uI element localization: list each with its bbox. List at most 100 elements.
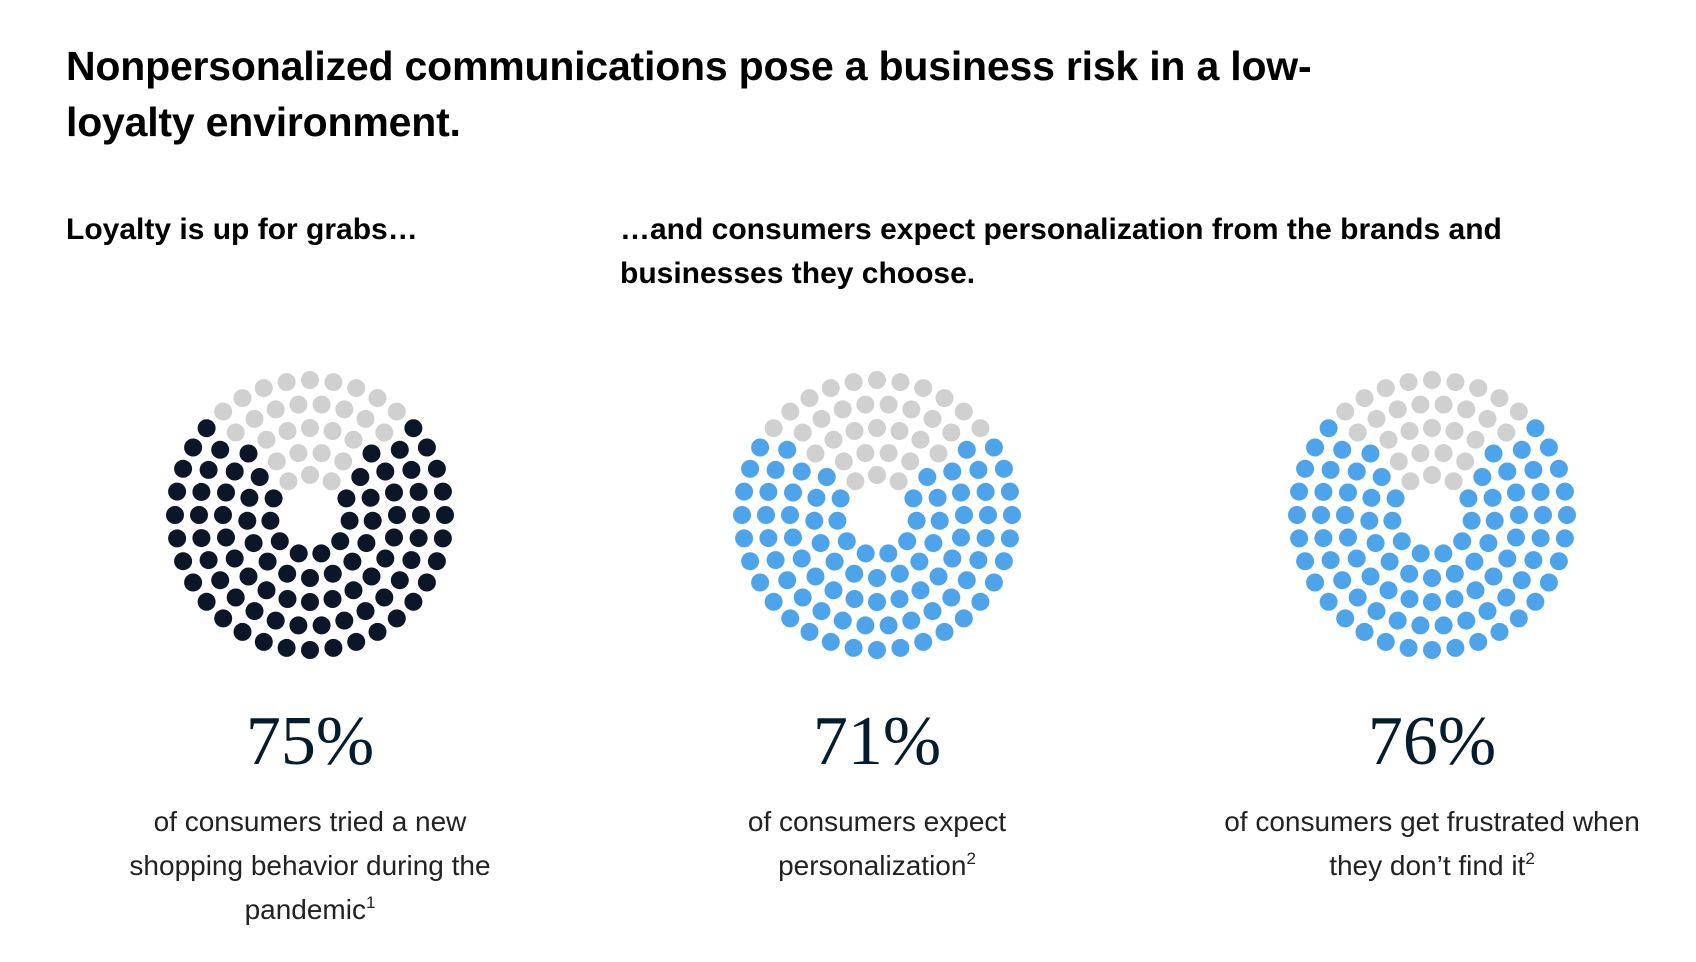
- filled-dot: [1531, 482, 1550, 501]
- filled-dot: [1347, 549, 1366, 568]
- filled-dot: [1539, 573, 1558, 592]
- filled-dot: [856, 544, 875, 563]
- empty-dot: [301, 371, 319, 389]
- filled-dot: [910, 552, 929, 571]
- filled-dot: [258, 552, 277, 571]
- filled-dot: [1445, 590, 1464, 608]
- filled-dot: [1296, 459, 1315, 478]
- filled-dot: [994, 552, 1013, 571]
- filled-dot: [301, 593, 319, 611]
- filled-dot: [357, 534, 376, 553]
- filled-dot: [1288, 506, 1306, 524]
- empty-dot: [347, 379, 366, 398]
- filled-dot: [387, 609, 406, 628]
- filled-dot: [928, 488, 947, 507]
- filled-dot: [751, 573, 770, 592]
- empty-dot: [1336, 402, 1355, 421]
- empty-dot: [323, 422, 342, 440]
- filled-dot: [1386, 489, 1405, 508]
- filled-dot: [879, 544, 898, 563]
- filled-dot: [891, 638, 910, 657]
- filled-dot: [806, 567, 825, 586]
- filled-dot: [1290, 482, 1309, 501]
- filled-dot: [957, 571, 976, 590]
- filled-dot: [324, 638, 343, 657]
- filled-dot: [979, 506, 997, 524]
- filled-dot: [984, 438, 1003, 457]
- filled-dot: [254, 632, 273, 651]
- stat-expect-personalization: 71% of consumers expect personalization2: [667, 370, 1087, 950]
- filled-dot: [376, 462, 395, 481]
- filled-dot: [879, 616, 898, 635]
- empty-dot: [214, 402, 233, 421]
- filled-dot: [952, 483, 970, 502]
- filled-dot: [1524, 551, 1543, 570]
- empty-dot: [1376, 379, 1395, 398]
- subhead-personalization: …and consumers expect personalization fr…: [620, 213, 1502, 290]
- filled-dot: [1400, 590, 1419, 608]
- filled-dot: [385, 483, 403, 502]
- empty-dot: [1446, 373, 1465, 392]
- empty-dot: [914, 379, 933, 398]
- filled-dot: [427, 459, 446, 478]
- filled-dot: [417, 573, 436, 592]
- filled-dot: [331, 532, 350, 551]
- stat-value: 75%: [245, 703, 375, 780]
- filled-dot: [942, 588, 961, 607]
- filled-dot: [363, 511, 382, 530]
- filled-dot: [837, 532, 856, 551]
- filled-dot: [1321, 551, 1340, 570]
- filled-dot: [390, 440, 409, 459]
- filled-dot: [312, 616, 331, 635]
- empty-dot: [1434, 444, 1453, 463]
- filled-dot: [1469, 632, 1488, 651]
- filled-dot: [1314, 482, 1333, 501]
- filled-dot: [1526, 592, 1545, 611]
- filled-dot: [807, 488, 826, 507]
- filled-dot: [817, 468, 836, 486]
- filled-dot: [436, 506, 454, 524]
- empty-dot: [856, 395, 875, 414]
- filled-dot: [1465, 552, 1484, 571]
- filled-dot: [433, 482, 452, 501]
- filled-dot: [184, 438, 203, 457]
- filled-dot: [214, 506, 232, 524]
- filled-dot: [1478, 602, 1497, 621]
- filled-dot: [1290, 529, 1309, 548]
- empty-dot: [1388, 400, 1407, 419]
- filled-dot: [174, 459, 193, 478]
- filled-dot: [923, 602, 942, 621]
- filled-dot: [971, 592, 990, 611]
- filled-dot: [844, 638, 863, 657]
- empty-dot: [375, 423, 394, 442]
- filled-dot: [1539, 438, 1558, 457]
- filled-dot: [764, 592, 783, 611]
- filled-dot: [257, 581, 276, 600]
- filled-dot: [245, 602, 264, 621]
- filled-dot: [289, 616, 308, 635]
- filled-dot: [376, 549, 395, 568]
- filled-dot: [1367, 602, 1386, 621]
- filled-dot: [812, 602, 831, 621]
- filled-dot: [1497, 588, 1516, 607]
- filled-dot: [793, 588, 812, 607]
- filled-dot: [427, 552, 446, 571]
- filled-dot: [404, 592, 423, 611]
- filled-dot: [930, 511, 949, 530]
- filled-dot: [805, 511, 824, 530]
- filled-dot: [1555, 529, 1574, 548]
- filled-dot: [1366, 534, 1385, 553]
- empty-dot: [387, 402, 406, 421]
- filled-dot: [1498, 549, 1517, 568]
- filled-dot: [323, 590, 342, 608]
- stat-caption-text: of consumers tried a new shopping behavi…: [129, 806, 491, 925]
- empty-dot: [226, 423, 245, 442]
- filled-dot: [751, 438, 770, 457]
- filled-dot: [192, 482, 211, 501]
- filled-dot: [184, 573, 203, 592]
- empty-dot: [793, 423, 812, 442]
- filled-dot: [190, 506, 208, 524]
- empty-dot: [277, 373, 296, 392]
- filled-dot: [952, 528, 970, 547]
- filled-dot: [356, 602, 375, 621]
